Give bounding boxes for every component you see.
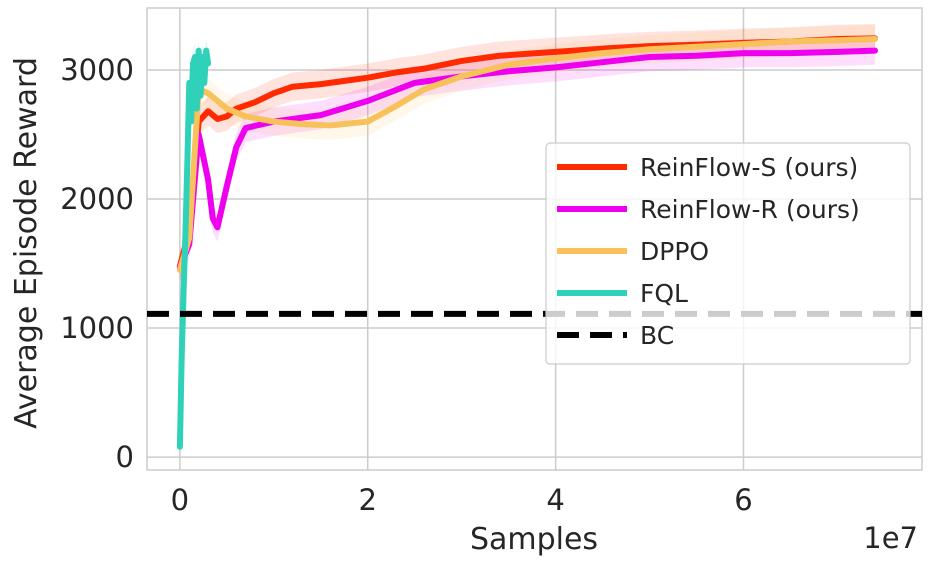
y-axis-label: Average Episode Reward [9,57,44,429]
x-tick-labels: 0 2 4 6 [171,483,753,517]
legend-box [545,142,911,365]
legend-label: ReinFlow-R (ours) [640,195,860,224]
confidence-band [179,36,876,282]
series-line [176,35,879,273]
x-tick-label: 2 [359,483,377,517]
legend: ReinFlow-S (ours) ReinFlow-R (ours) DPPO FQ… [545,142,911,365]
legend-label: FQL [640,279,688,308]
series-line [176,47,212,450]
y-tick-label: 1000 [60,311,134,345]
x-tick-label: 6 [734,483,752,517]
confidence-band [179,24,876,281]
y-tick-labels: 0 1000 2000 3000 [60,53,134,474]
series-line [176,47,879,271]
legend-label: DPPO [640,237,709,266]
legend-label: BC [640,321,674,350]
x-tick-label: 4 [546,483,564,517]
y-tick-label: 3000 [60,53,134,87]
y-tick-label: 2000 [60,182,134,216]
y-tick-label: 0 [116,440,134,474]
x-offset-label: 1e7 [863,521,918,555]
x-axis-label: Samples [470,522,598,557]
legend-label: ReinFlow-S (ours) [640,153,858,182]
x-tick-label: 0 [171,483,189,517]
